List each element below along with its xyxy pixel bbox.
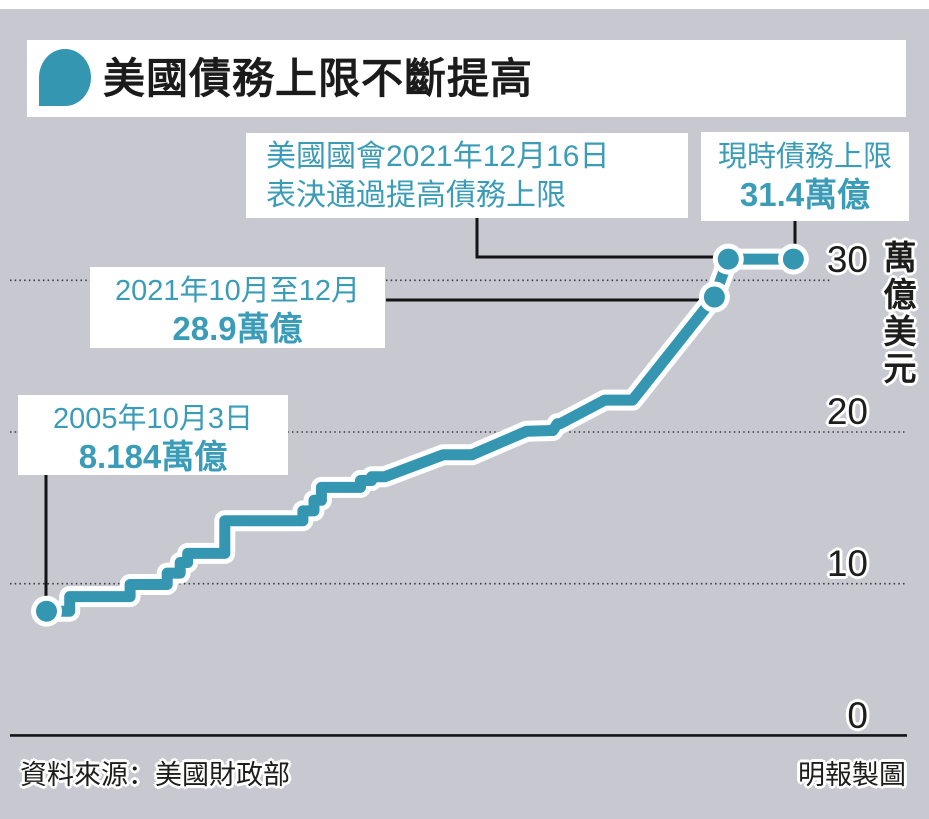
connector-congress <box>475 209 726 259</box>
annotation-current-title: 現時債務上限 <box>717 141 892 173</box>
y-tick-20: 20 <box>826 391 868 432</box>
data-point-markers <box>31 243 809 627</box>
annotation-congress-vote: 美國國會2021年12月16日 表決通過提高債務上限 <box>246 133 688 218</box>
annotation-current-value: 31.4萬億 <box>739 176 871 213</box>
debt-ceiling-line <box>36 248 804 622</box>
y-tick-0: 0 <box>847 695 868 736</box>
annotation-2005-value: 8.184萬億 <box>78 438 228 475</box>
chart-canvas: 美國債務上限不斷提高 美國國會2021年12月16日 表決通過提高債務上限 現時… <box>0 9 929 819</box>
page-title: 美國債務上限不斷提高 <box>103 57 534 103</box>
y-tick-30: 30 <box>826 239 868 280</box>
graphic-credit: 明報製圖 <box>798 760 906 790</box>
annotation-2005-title: 2005年10月3日 <box>53 403 253 435</box>
y-axis-unit-label: 萬億美元 <box>878 240 914 388</box>
speech-bubble-icon <box>39 49 91 106</box>
annotation-q4-title: 2021年10月至12月 <box>114 275 361 307</box>
annotation-q4-2021: 2021年10月至12月 28.9萬億 <box>90 267 385 348</box>
annotation-q4-value: 28.9萬億 <box>172 310 303 347</box>
data-source-note: 資料來源：美國財政部 <box>20 760 290 790</box>
title-bar: 美國債務上限不斷提高 <box>27 40 906 117</box>
debt-ceiling-step-chart <box>10 209 907 737</box>
annotation-congress-line2: 表決通過提高債務上限 <box>266 179 566 212</box>
annotation-current-ceiling: 現時債務上限 31.4萬億 <box>701 132 909 221</box>
gridlines <box>10 279 907 737</box>
y-tick-10: 10 <box>826 543 868 584</box>
annotation-congress-line1: 美國國會2021年12月16日 <box>266 140 610 173</box>
annotation-2005-start: 2005年10月3日 8.184萬億 <box>18 395 288 475</box>
